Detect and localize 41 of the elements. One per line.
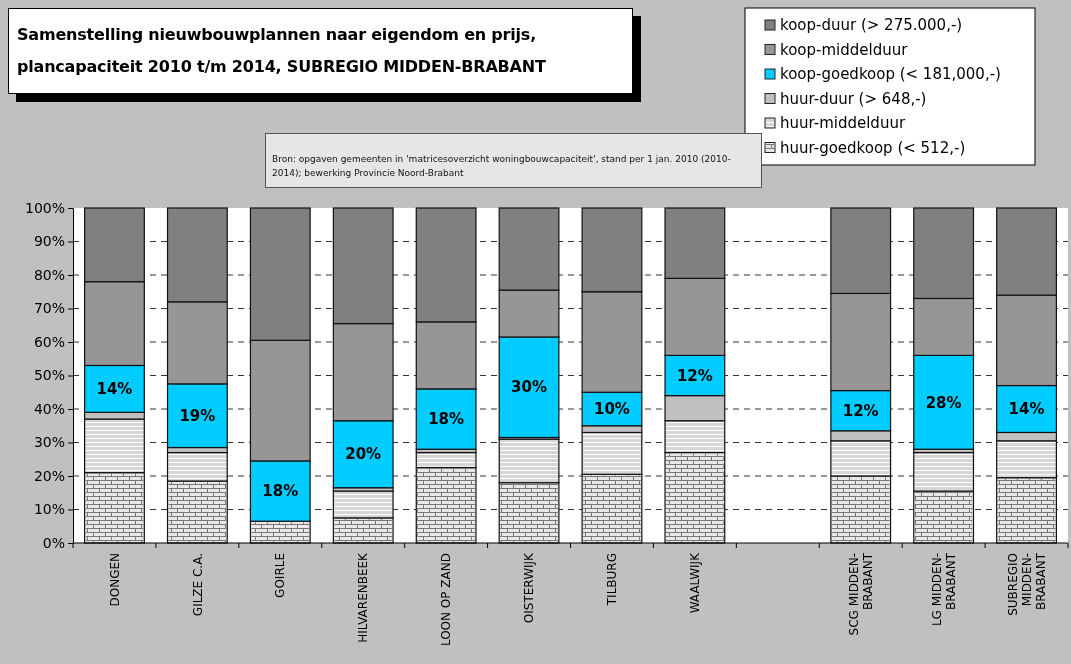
data-label: 18%	[262, 482, 299, 501]
y-tick-label: 30%	[33, 434, 65, 451]
y-tick-label: 80%	[33, 266, 65, 283]
legend-label: koop-middelduur	[780, 40, 909, 59]
data-label: 20%	[345, 445, 382, 464]
y-tick-label: 0%	[42, 534, 65, 551]
legend-label: huur-duur (> 648,-)	[780, 89, 927, 108]
text: Bron: opgaven gemeenten in 'matricesoverzicht woningbouwcapaciteit', stand per 1 jan. 2010 (2010-2014); bewerking Provincie Noord-Brabant	[265, 133, 762, 188]
legend-label: huur-middelduur	[780, 114, 906, 133]
y-tick-label: 100%	[24, 199, 65, 216]
legend-label: koop-duur (> 275.000,-)	[780, 16, 963, 35]
x-tick-label: TILBURG	[605, 553, 620, 607]
data-label: 14%	[96, 380, 133, 399]
x-tick-label: HILVARENBEEK	[356, 551, 371, 643]
x-tick-label: GOIRLE	[273, 553, 288, 598]
data-label: 12%	[676, 366, 713, 385]
data-label: 14%	[1008, 400, 1045, 419]
x-tick-label: SUBREGIO MIDDEN-BRABANT	[1005, 552, 1048, 616]
chart-title: Samenstelling nieuwbouwplannen naar eigendom en prijs, plancapaciteit 2010 t/m 2014, SUBREGIO MIDDEN-BRABANT	[8, 8, 633, 94]
data-label: 30%	[511, 378, 547, 397]
data-label: 19%	[179, 406, 216, 425]
data-label: 12%	[842, 401, 879, 420]
y-tick-label: 60%	[33, 333, 65, 350]
y-tick-label: 90%	[33, 233, 65, 250]
legend-label: huur-goedkoop (< 512,-)	[780, 138, 966, 157]
x-tick-label: WAALWIJK	[688, 551, 703, 614]
x-tick-label: SCG MIDDEN-BRABANT	[846, 552, 875, 636]
data-label: 10%	[594, 400, 630, 419]
legend-label: koop-goedkoop (< 181,000,-)	[780, 65, 1001, 84]
data-label: 18%	[428, 410, 465, 429]
x-tick-label: GILZE C.A.	[190, 553, 205, 617]
x-tick-label: LOON OP ZAND	[439, 553, 454, 647]
y-tick-label: 70%	[33, 300, 65, 317]
x-tick-label: OISTERWIJK	[522, 551, 537, 624]
y-tick-label: 20%	[33, 467, 65, 484]
y-tick-label: 10%	[33, 501, 65, 518]
data-label: 28%	[925, 393, 962, 412]
y-tick-label: 50%	[33, 367, 65, 384]
y-tick-label: 40%	[33, 400, 65, 417]
x-tick-label: LG MIDDEN-BRABANT	[929, 552, 958, 627]
x-tick-label: DONGEN	[107, 553, 122, 607]
